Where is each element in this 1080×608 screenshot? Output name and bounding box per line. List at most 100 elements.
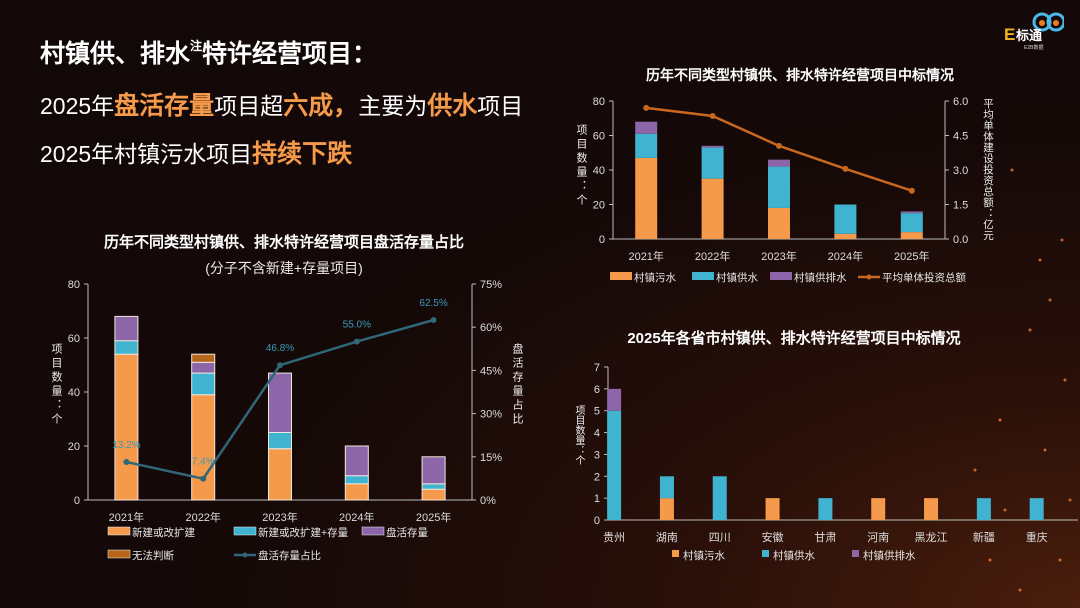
y-tick-label: 0 [594,515,600,527]
line-point [908,187,915,194]
y2-tick-label: 0.0 [953,234,968,246]
sparkle-decoration [1068,498,1072,502]
svg-text:E2B数据: E2B数据 [1024,44,1043,50]
chart-3-y-axis-label: 项目数量：个 [573,405,584,465]
text: 项目 [477,93,524,119]
highlight-text: 盘活存量 [114,92,215,120]
text: 项目超 [214,93,284,119]
bar-segment [659,476,674,499]
line-point [430,317,437,323]
chart-3: 2025年各省市村镇供、排水特许经营项目中标情况 0 1 2 3 4 5 6 7 贵州 湖南 四川 安徽… [594,329,1078,562]
bar-segment [768,159,790,167]
headline-line-3: 2025年村镇污水项目持续下跌 [40,134,352,170]
y-tick-label: 20 [68,441,80,453]
y2-tick-label: 30% [480,409,502,421]
y-tick-label: 5 [594,406,600,418]
line-point [200,475,207,482]
legend-swatch [233,526,257,536]
bar-segment [114,340,139,355]
text: 2025年 [40,93,115,119]
y2-tick-label: 1.5 [953,200,968,212]
sparkle-decoration [1018,588,1022,592]
legend-swatch [107,526,131,536]
bar-segment [900,211,923,214]
bar-segment [768,166,790,208]
highlight-text: 持续下跌 [252,140,353,168]
sparkle-decoration [1038,258,1042,262]
logo: E 标通 E2B数据 [1004,12,1064,50]
legend-label: 村镇供水 [716,271,758,284]
chart-1-y-axis-label: 项目数量：个 [50,343,62,427]
line-point [709,112,716,119]
x-tick-label: 新疆 [973,530,995,544]
x-tick-label: 2021年 [628,249,663,263]
bar-segment [421,456,446,485]
legend-swatch [361,526,385,536]
legend-line-marker [866,274,872,280]
legend-swatch [852,550,859,557]
y-tick-label: 2 [594,471,600,483]
x-tick-label: 2024年 [339,510,374,524]
y-tick-label: 1 [594,493,600,505]
chart-1: 历年不同类型村镇供、排水特许经营项目盘活存量占比 (分子不含新建+存量项目) 0 20… [68,233,502,562]
bar-segment [191,353,216,363]
x-tick-label: 黑龙江 [915,531,948,544]
chart-title: 历年不同类型村镇供、排水特许经营项目盘活存量占比 [104,233,464,251]
x-tick-label: 2022年 [185,510,220,524]
x-tick-label: 贵州 [603,531,625,544]
line-point [353,338,360,345]
y-tick-label: 0 [599,234,605,246]
chart-2: 历年不同类型村镇供、排水特许经营项目中标情况 0 20 40 60 80 0.0 1.5 3.0… [593,67,969,284]
y-tick-label: 40 [593,165,605,177]
x-tick-label: 2025年 [894,249,929,263]
bar-segment [765,498,780,520]
legend-label: 无法判断 [132,549,174,562]
bar-segment [701,147,724,179]
bar-segment [344,445,369,477]
y-tick-label: 80 [68,279,80,291]
bar-segment [114,315,139,342]
svg-text:E: E [1004,25,1015,44]
svg-text:标通: 标通 [1015,28,1042,43]
bar-segment [344,483,369,501]
legend-label: 新建或改扩建 [132,526,195,539]
chart-subtitle: (分子不含新建+存量项目) [205,260,363,276]
x-tick-label: 湖南 [656,531,678,544]
headline-title: 村镇供、排水注特许经营项目： [40,34,377,70]
bar-segment [421,483,446,490]
y-tick-label: 6 [594,384,600,396]
headline-line-2: 2025年盘活存量项目超六成，主要为供水项目 [40,86,523,122]
text: 2025年村镇污水项目 [40,141,253,167]
x-tick-label: 重庆 [1026,530,1048,544]
y2-tick-label: 15% [480,452,502,464]
footnote-marker: 注 [190,39,203,53]
chart-title: 历年不同类型村镇供、排水特许经营项目中标情况 [646,67,954,83]
bar-segment [976,498,991,520]
y2-tick-label: 3.0 [953,165,968,177]
y-tick-label: 3 [594,449,600,461]
x-tick-label: 2022年 [695,249,730,263]
legend-label: 村镇污水 [683,549,725,562]
y-tick-label: 60 [593,131,605,143]
x-tick-label: 甘肃 [814,531,836,544]
bar-segment [635,133,658,158]
legend-label: 平均单体投资总额 [882,271,966,284]
bar-segment [834,233,857,239]
sparkle-decoration [1063,378,1067,382]
sparkle-decoration [1043,448,1047,452]
y-tick-label: 7 [594,362,600,374]
x-tick-label: 四川 [709,532,731,544]
x-tick-label: 2025年 [416,510,451,524]
data-label: 7.4% [192,457,215,468]
sparkle-decoration [1003,508,1007,512]
bar-segment [818,498,833,520]
y2-tick-label: 45% [480,365,502,377]
chart-2-y-axis-label: 项目数量：个 [575,124,587,208]
chart-title: 2025年各省市村镇供、排水特许经营项目中标情况 [627,329,960,347]
bar-segment [900,213,923,233]
sparkle-decoration [1028,328,1032,332]
legend-label: 村镇供排水 [863,549,916,562]
x-tick-label: 2024年 [828,249,863,263]
highlight-text: 供水 [427,92,478,120]
